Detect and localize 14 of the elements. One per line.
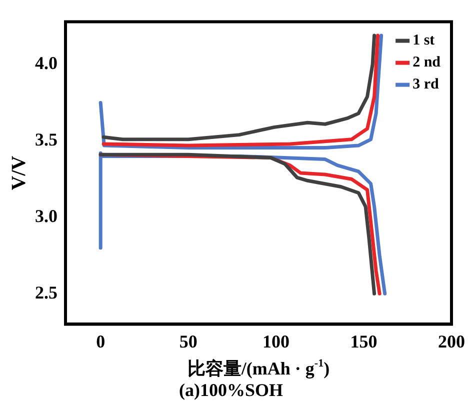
legend-label: 3 rd	[412, 76, 440, 93]
y-tick-label: 3.0	[35, 206, 58, 226]
y-tick-label: 2.5	[35, 282, 58, 302]
y-tick-label: 4.0	[35, 53, 58, 74]
legend-label: 2 nd	[412, 54, 442, 71]
x-tick-label: 50	[179, 332, 198, 352]
y-axis-title: V/V	[8, 155, 30, 190]
legend-label: 1 st	[412, 32, 435, 49]
x-tick-label: 0	[96, 332, 106, 352]
y-tick-label: 3.5	[35, 130, 58, 150]
x-tick-label: 100	[262, 332, 290, 352]
text: (a)100%SOH	[178, 380, 284, 400]
x-tick-label: 200	[438, 332, 465, 352]
x-tick-label: 150	[350, 332, 378, 352]
